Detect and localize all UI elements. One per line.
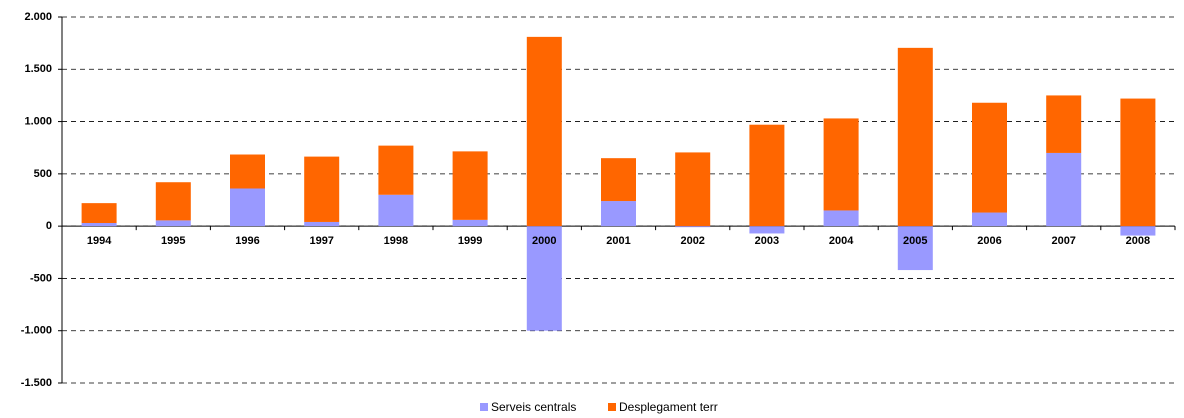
- x-tick-label: 2005: [903, 235, 927, 247]
- y-tick-label: 0: [46, 220, 52, 232]
- legend-swatch: [608, 403, 616, 411]
- bar: [897, 226, 933, 271]
- bar: [749, 226, 785, 234]
- legend-swatch: [480, 403, 488, 411]
- bar: [526, 36, 562, 227]
- legend-label: Serveis centrals: [491, 400, 576, 414]
- x-tick-label: 2002: [680, 235, 704, 247]
- y-tick-label: 2.000: [24, 11, 52, 23]
- x-tick-label: 2007: [1051, 235, 1075, 247]
- bar: [749, 124, 785, 227]
- x-tick-label: 2003: [755, 235, 779, 247]
- y-tick-label: 1.500: [24, 63, 52, 75]
- bar: [1120, 226, 1156, 236]
- legend-label: Desplegament terr: [619, 400, 718, 414]
- bar: [972, 102, 1007, 213]
- bar: [675, 226, 711, 228]
- bar: [823, 118, 859, 211]
- bar: [155, 220, 191, 227]
- x-tick-label: 2006: [977, 235, 1001, 247]
- y-tick-label: 500: [34, 168, 52, 180]
- bar: [1120, 98, 1156, 227]
- bar: [823, 210, 859, 227]
- bar: [304, 221, 340, 227]
- bar: [972, 212, 1007, 227]
- bar: [230, 154, 265, 189]
- y-tick-label: -1.000: [21, 325, 52, 337]
- bar: [526, 226, 562, 331]
- y-tick-label: -1.500: [21, 377, 52, 389]
- bar: [155, 182, 191, 221]
- bar: [1046, 95, 1082, 153]
- y-tick-label: -500: [30, 272, 52, 284]
- y-tick-label: 1.000: [24, 115, 52, 127]
- bar: [81, 203, 117, 224]
- x-tick-label: 1997: [309, 235, 333, 247]
- x-tick-label: 2001: [606, 235, 630, 247]
- x-tick-label: 1994: [87, 235, 112, 247]
- x-tick-label: 2004: [829, 235, 854, 247]
- x-tick-label: 2008: [1126, 235, 1150, 247]
- bar: [230, 188, 265, 227]
- bar: [897, 47, 933, 227]
- bar: [378, 145, 414, 195]
- bar: [675, 152, 711, 227]
- bar: [452, 151, 488, 220]
- bar: [304, 156, 340, 222]
- bar: [452, 219, 488, 227]
- bar: [601, 201, 636, 227]
- bar: [1046, 152, 1082, 227]
- bar: [378, 194, 414, 227]
- x-tick-label: 1995: [161, 235, 185, 247]
- x-tick-label: 1998: [384, 235, 408, 247]
- x-tick-label: 1996: [235, 235, 259, 247]
- x-tick-label: 2000: [532, 235, 556, 247]
- bar: [81, 223, 117, 227]
- x-tick-label: 1999: [458, 235, 482, 247]
- bar: [601, 158, 636, 202]
